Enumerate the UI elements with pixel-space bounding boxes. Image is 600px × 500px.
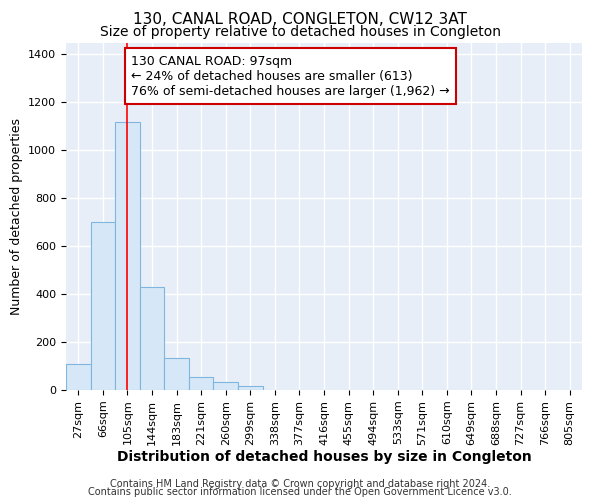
Bar bbox=[189, 377, 214, 390]
Bar bbox=[91, 222, 115, 390]
Bar bbox=[115, 122, 140, 390]
Text: Contains HM Land Registry data © Crown copyright and database right 2024.: Contains HM Land Registry data © Crown c… bbox=[110, 479, 490, 489]
Bar bbox=[238, 386, 263, 390]
Text: Size of property relative to detached houses in Congleton: Size of property relative to detached ho… bbox=[100, 25, 500, 39]
Text: 130 CANAL ROAD: 97sqm
← 24% of detached houses are smaller (613)
76% of semi-det: 130 CANAL ROAD: 97sqm ← 24% of detached … bbox=[131, 54, 450, 98]
Text: Contains public sector information licensed under the Open Government Licence v3: Contains public sector information licen… bbox=[88, 487, 512, 497]
Bar bbox=[164, 358, 189, 390]
Bar bbox=[214, 382, 238, 390]
Text: 130, CANAL ROAD, CONGLETON, CW12 3AT: 130, CANAL ROAD, CONGLETON, CW12 3AT bbox=[133, 12, 467, 28]
Bar bbox=[66, 364, 91, 390]
X-axis label: Distribution of detached houses by size in Congleton: Distribution of detached houses by size … bbox=[116, 450, 532, 464]
Y-axis label: Number of detached properties: Number of detached properties bbox=[10, 118, 23, 315]
Bar bbox=[140, 287, 164, 390]
